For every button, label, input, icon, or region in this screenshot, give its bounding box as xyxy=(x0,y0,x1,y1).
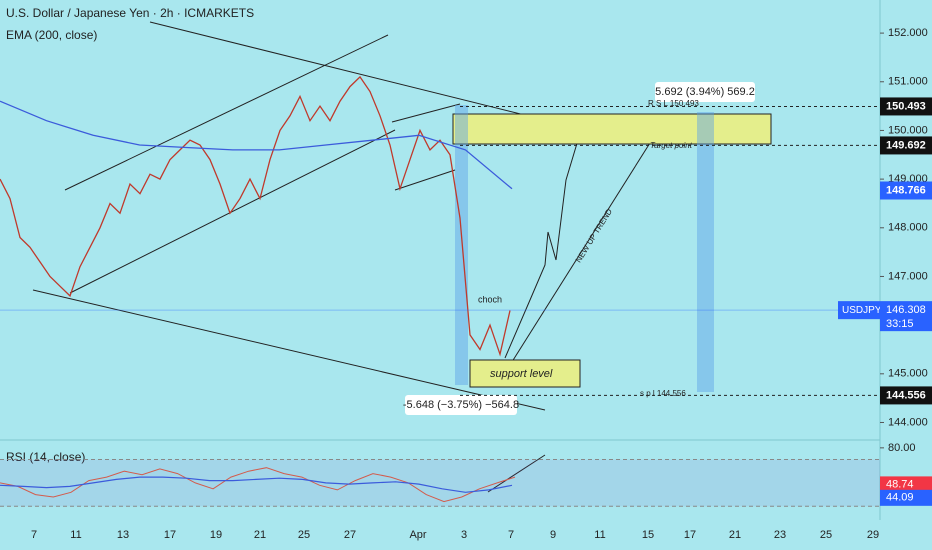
x-tick-label: 21 xyxy=(254,529,266,541)
last-price-tag xyxy=(880,301,932,332)
symbol-tag xyxy=(838,301,880,320)
chart-title: U.S. Dollar / Japanese Yen · 2h · ICMARK… xyxy=(6,6,254,20)
price-tag xyxy=(880,136,932,155)
rsi-ma-line xyxy=(0,476,513,493)
rsi-tag-label: 48.74 xyxy=(886,478,914,490)
trend-line xyxy=(32,289,546,411)
drawings xyxy=(32,21,656,493)
measure-box xyxy=(405,395,517,415)
trend-line xyxy=(149,21,586,131)
channel-line xyxy=(69,129,396,294)
price-tag-label: 150.493 xyxy=(886,100,926,112)
price-tag xyxy=(880,386,932,405)
rsi-trend xyxy=(487,454,546,493)
x-tick-label: 15 xyxy=(642,529,654,541)
y-tick-label: 152.000 xyxy=(888,27,928,39)
x-tick-label: 25 xyxy=(298,529,310,541)
x-tick-label: 7 xyxy=(508,529,514,541)
support-label: support level xyxy=(490,368,553,380)
countdown: 33:15 xyxy=(886,318,914,330)
x-tick-label: 25 xyxy=(820,529,832,541)
x-tick-label: 3 xyxy=(461,529,467,541)
price-tag-label: 148.766 xyxy=(886,184,926,196)
x-tick-label: 17 xyxy=(684,529,696,541)
rsi-tag xyxy=(880,489,932,506)
projection xyxy=(504,139,579,359)
indicator-label: EMA (200, close) xyxy=(6,28,97,42)
flag-line xyxy=(394,169,456,191)
y-tick-label: 144.000 xyxy=(888,416,928,428)
x-tick-label: 19 xyxy=(210,529,222,541)
rsl-label: R S L 150.493 xyxy=(648,99,699,108)
rsi-line xyxy=(0,467,516,503)
x-tick-label: 29 xyxy=(867,529,879,541)
choch-label: choch xyxy=(478,294,502,304)
x-tick-label: 11 xyxy=(594,529,605,541)
price-line xyxy=(0,75,511,357)
x-tick-label: 17 xyxy=(164,529,176,541)
flag-line xyxy=(391,103,461,123)
x-tick-label: 27 xyxy=(344,529,356,541)
spl-label: s p l 144.556 xyxy=(640,389,686,398)
y-tick-label: 150.000 xyxy=(888,124,928,136)
y-tick-label: 147.000 xyxy=(888,270,928,282)
rsi-band xyxy=(0,459,880,507)
x-tick-label: Apr xyxy=(409,529,426,541)
x-tick-label: 23 xyxy=(774,529,786,541)
resistance-zone xyxy=(452,113,772,145)
x-tick-label: 13 xyxy=(117,529,129,541)
up-range xyxy=(697,112,714,392)
y-tick-label: 148.000 xyxy=(888,222,928,234)
price-tag-label: 149.692 xyxy=(886,139,926,151)
support-zone xyxy=(469,359,581,388)
x-tick-label: 21 xyxy=(729,529,741,541)
x-tick-label: 7 xyxy=(31,529,37,541)
x-tick-label: 9 xyxy=(550,529,556,541)
price-tag xyxy=(880,97,932,116)
rsi-tag-label: 44.09 xyxy=(886,492,914,504)
price-tag xyxy=(880,181,932,200)
ema-line xyxy=(0,100,513,190)
down-range xyxy=(455,105,468,385)
channel-line xyxy=(64,34,389,191)
y-tick-label: 145.000 xyxy=(888,368,928,380)
y-tick-label: 151.000 xyxy=(888,76,928,88)
up-move: 5.692 (3.94%) 569.2 xyxy=(655,86,755,98)
uptrend-line xyxy=(509,134,656,366)
rsi-tick-label: 80.00 xyxy=(888,442,916,454)
rsi-tag xyxy=(880,476,932,493)
down-move: -5.648 (−3.75%) −564.8 xyxy=(403,399,519,411)
last-price-label: 146.308 xyxy=(886,304,926,316)
rsi-title: RSI (14, close) xyxy=(6,450,85,464)
price-tag-label: 144.556 xyxy=(886,389,926,401)
symbol-label: USDJPY xyxy=(842,305,882,316)
measure-box xyxy=(655,82,755,102)
x-tick-label: 11 xyxy=(70,529,81,541)
